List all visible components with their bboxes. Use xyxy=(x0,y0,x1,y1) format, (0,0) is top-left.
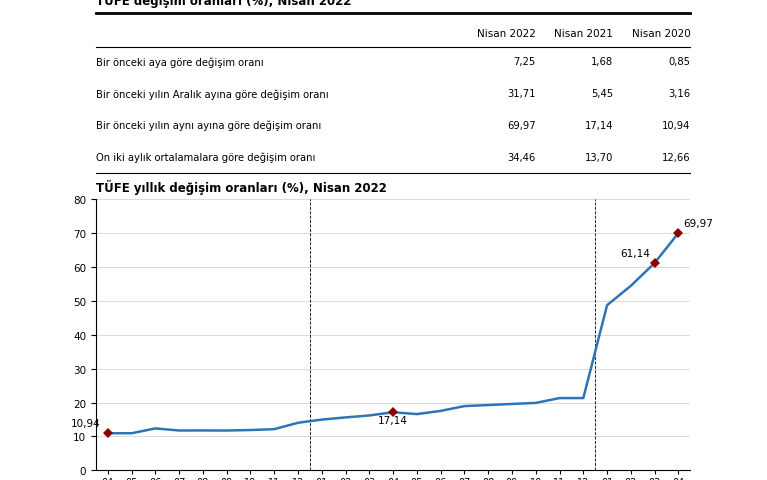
Text: 1,68: 1,68 xyxy=(591,57,613,67)
Text: Bir önceki yılın aynı ayına göre değişim oranı: Bir önceki yılın aynı ayına göre değişim… xyxy=(96,120,321,131)
Text: 3,16: 3,16 xyxy=(668,89,690,99)
Text: 61,14: 61,14 xyxy=(620,248,650,258)
Text: Nisan 2022: Nisan 2022 xyxy=(477,28,536,38)
Text: 69,97: 69,97 xyxy=(683,218,713,228)
Text: 31,71: 31,71 xyxy=(507,89,536,99)
Text: 7,25: 7,25 xyxy=(513,57,536,67)
Text: 10,94: 10,94 xyxy=(71,418,100,428)
Text: TÜFE değişim oranları (%), Nisan 2022: TÜFE değişim oranları (%), Nisan 2022 xyxy=(96,0,351,8)
Text: 17,14: 17,14 xyxy=(584,121,613,131)
Text: 5,45: 5,45 xyxy=(591,89,613,99)
Text: 0,85: 0,85 xyxy=(668,57,690,67)
Text: TÜFE yıllık değişim oranları (%), Nisan 2022: TÜFE yıllık değişim oranları (%), Nisan … xyxy=(96,179,387,194)
Text: Nisan 2021: Nisan 2021 xyxy=(554,28,613,38)
Text: Nisan 2020: Nisan 2020 xyxy=(631,28,690,38)
Text: Bir önceki yılın Aralık ayına göre değişim oranı: Bir önceki yılın Aralık ayına göre değiş… xyxy=(96,89,328,99)
Text: 17,14: 17,14 xyxy=(378,415,408,425)
Text: 10,94: 10,94 xyxy=(662,121,690,131)
Text: On iki aylık ortalamalara göre değişim oranı: On iki aylık ortalamalara göre değişim o… xyxy=(96,153,315,163)
Text: Bir önceki aya göre değişim oranı: Bir önceki aya göre değişim oranı xyxy=(96,57,264,67)
Text: 34,46: 34,46 xyxy=(508,153,536,163)
Text: 12,66: 12,66 xyxy=(662,153,690,163)
Text: 69,97: 69,97 xyxy=(507,121,536,131)
Text: 13,70: 13,70 xyxy=(584,153,613,163)
